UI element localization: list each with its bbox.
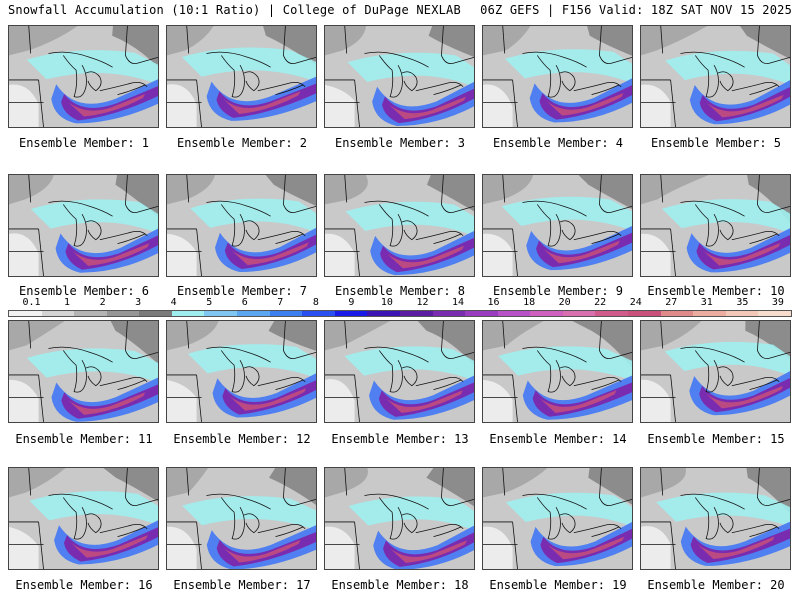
- map-title: Snowfall Accumulation (10:1 Ratio) | Col…: [8, 3, 461, 17]
- colorbar-labels: 0.1 1 2 3 4 5 6 7 8 9 10 12 14 16 18 20 22 24 27 31 35 39: [8, 297, 792, 309]
- colorbar-swatch: [660, 311, 694, 316]
- ensemble-member-label: Ensemble Member: 1: [18, 136, 150, 150]
- colorbar-tick-label: 14: [451, 297, 465, 308]
- ensemble-member-map: [166, 25, 317, 128]
- ensemble-member-label: Ensemble Member: 12: [173, 432, 311, 446]
- colorbar-tick-label: 22: [594, 297, 607, 308]
- colorbar-tick-label: 18: [523, 297, 536, 308]
- colorbar-swatch: [334, 311, 368, 316]
- colorbar-tick-label: 8: [312, 297, 319, 308]
- run-valid-time: 06Z GEFS | F156 Valid: 18Z SAT NOV 15 20…: [480, 3, 792, 17]
- colorbar-tick-label: 12: [416, 297, 429, 308]
- colorbar-swatch: [302, 311, 335, 316]
- ensemble-member-map: [8, 174, 159, 277]
- colorbar-tick-label: 35: [736, 297, 749, 308]
- colorbar-tick-label: 10: [380, 297, 393, 308]
- ensemble-member-label: Ensemble Member: 8: [334, 284, 466, 298]
- colorbar-tick-label: 16: [487, 297, 500, 308]
- ensemble-member-label: Ensemble Member: 19: [489, 578, 627, 592]
- colorbar-tick-label: 27: [665, 297, 678, 308]
- colorbar-tick-label: 5: [206, 297, 213, 308]
- ensemble-member-map: [640, 320, 791, 423]
- ensemble-member-label: Ensemble Member: 17: [173, 578, 311, 592]
- ensemble-member-map: [8, 25, 159, 128]
- ensemble-member-map: [8, 467, 159, 570]
- colorbar-swatch: [595, 311, 628, 316]
- colorbar-swatch: [237, 311, 270, 316]
- ensemble-member-map: [482, 320, 633, 423]
- ensemble-member-label: Ensemble Member: 2: [176, 136, 308, 150]
- colorbar-swatch: [432, 311, 466, 316]
- ensemble-member-label: Ensemble Member: 15: [647, 432, 785, 446]
- ensemble-member-map: [640, 174, 791, 277]
- ensemble-member-label: Ensemble Member: 16: [15, 578, 153, 592]
- ensemble-member-map: [640, 467, 791, 570]
- ensemble-member-map: [640, 25, 791, 128]
- ensemble-member-map: [166, 320, 317, 423]
- colorbar-swatch: [41, 311, 75, 316]
- colorbar-tick-label: 1: [64, 297, 71, 308]
- ensemble-member-map: [166, 467, 317, 570]
- colorbar-swatch: [497, 311, 531, 316]
- colorbar-swatch: [269, 311, 303, 316]
- colorbar-tick-label: 2: [99, 297, 106, 308]
- colorbar-tick-label: 0.1: [22, 297, 41, 308]
- colorbar-tick-label: 39: [771, 297, 784, 308]
- colorbar-swatch: [139, 311, 172, 316]
- ensemble-member-map: [166, 174, 317, 277]
- colorbar-tick-label: 20: [558, 297, 571, 308]
- ensemble-member-label: Ensemble Member: 3: [334, 136, 466, 150]
- colorbar-swatch: [106, 311, 140, 316]
- colorbar-tick-label: 9: [348, 297, 355, 308]
- ensemble-member-label: Ensemble Member: 5: [650, 136, 782, 150]
- ensemble-member-label: Ensemble Member: 10: [647, 284, 785, 298]
- ensemble-member-label: Ensemble Member: 11: [15, 432, 153, 446]
- colorbar-tick-label: 24: [629, 297, 642, 308]
- ensemble-member-map: [324, 174, 475, 277]
- colorbar-swatch: [627, 311, 661, 316]
- ensemble-member-label: Ensemble Member: 20: [647, 578, 785, 592]
- colorbar-swatch: [399, 311, 433, 316]
- colorbar-swatch: [171, 311, 205, 316]
- colorbar-swatch: [465, 311, 498, 316]
- colorbar-swatch: [725, 311, 759, 316]
- colorbar-tick-label: 6: [241, 297, 248, 308]
- colorbar-tick-label: 31: [700, 297, 713, 308]
- colorbar-swatch: [367, 311, 400, 316]
- ensemble-member-label: Ensemble Member: 18: [331, 578, 469, 592]
- ensemble-member-map: [324, 467, 475, 570]
- ensemble-member-map: [482, 25, 633, 128]
- ensemble-member-label: Ensemble Member: 6: [18, 284, 150, 298]
- ensemble-member-label: Ensemble Member: 4: [492, 136, 624, 150]
- colorbar-swatch: [530, 311, 563, 316]
- colorbar-swatch: [758, 311, 791, 316]
- colorbar-swatch: [74, 311, 107, 316]
- ensemble-member-label: Ensemble Member: 14: [489, 432, 627, 446]
- colorbar-tick-label: 7: [277, 297, 284, 308]
- ensemble-member-map: [482, 174, 633, 277]
- colorbar-swatch: [9, 311, 42, 316]
- ensemble-member-label: Ensemble Member: 13: [331, 432, 469, 446]
- ensemble-member-map: [324, 25, 475, 128]
- ensemble-member-map: [482, 467, 633, 570]
- ensemble-member-map: [8, 320, 159, 423]
- ensemble-member-map: [324, 320, 475, 423]
- colorbar-swatch: [693, 311, 726, 316]
- colorbar-tick-label: 4: [170, 297, 177, 308]
- colorbar-swatch: [204, 311, 238, 316]
- snowfall-colorbar: [8, 310, 792, 317]
- colorbar-swatch: [562, 311, 596, 316]
- colorbar-tick-label: 3: [135, 297, 142, 308]
- ensemble-member-label: Ensemble Member: 7: [176, 284, 308, 298]
- ensemble-member-label: Ensemble Member: 9: [492, 284, 624, 298]
